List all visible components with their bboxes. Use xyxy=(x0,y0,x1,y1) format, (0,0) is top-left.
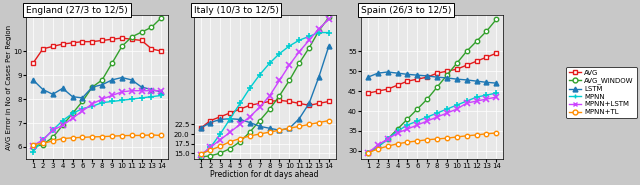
Text: Italy (10/3 to 12/5): Italy (10/3 to 12/5) xyxy=(194,6,278,15)
Legend: AVG, AVG_WINDOW, LSTM, MPNN, MPNN+LSTM, MPNN+TL: AVG, AVG_WINDOW, LSTM, MPNN, MPNN+LSTM, … xyxy=(566,67,637,118)
Text: Spain (26/3 to 12/5): Spain (26/3 to 12/5) xyxy=(361,6,451,15)
X-axis label: Prediction for dt days ahead: Prediction for dt days ahead xyxy=(211,170,319,179)
Text: England (27/3 to 12/5): England (27/3 to 12/5) xyxy=(26,6,128,15)
Y-axis label: AVG Error in No of Cases Per Region: AVG Error in No of Cases Per Region xyxy=(6,25,12,150)
